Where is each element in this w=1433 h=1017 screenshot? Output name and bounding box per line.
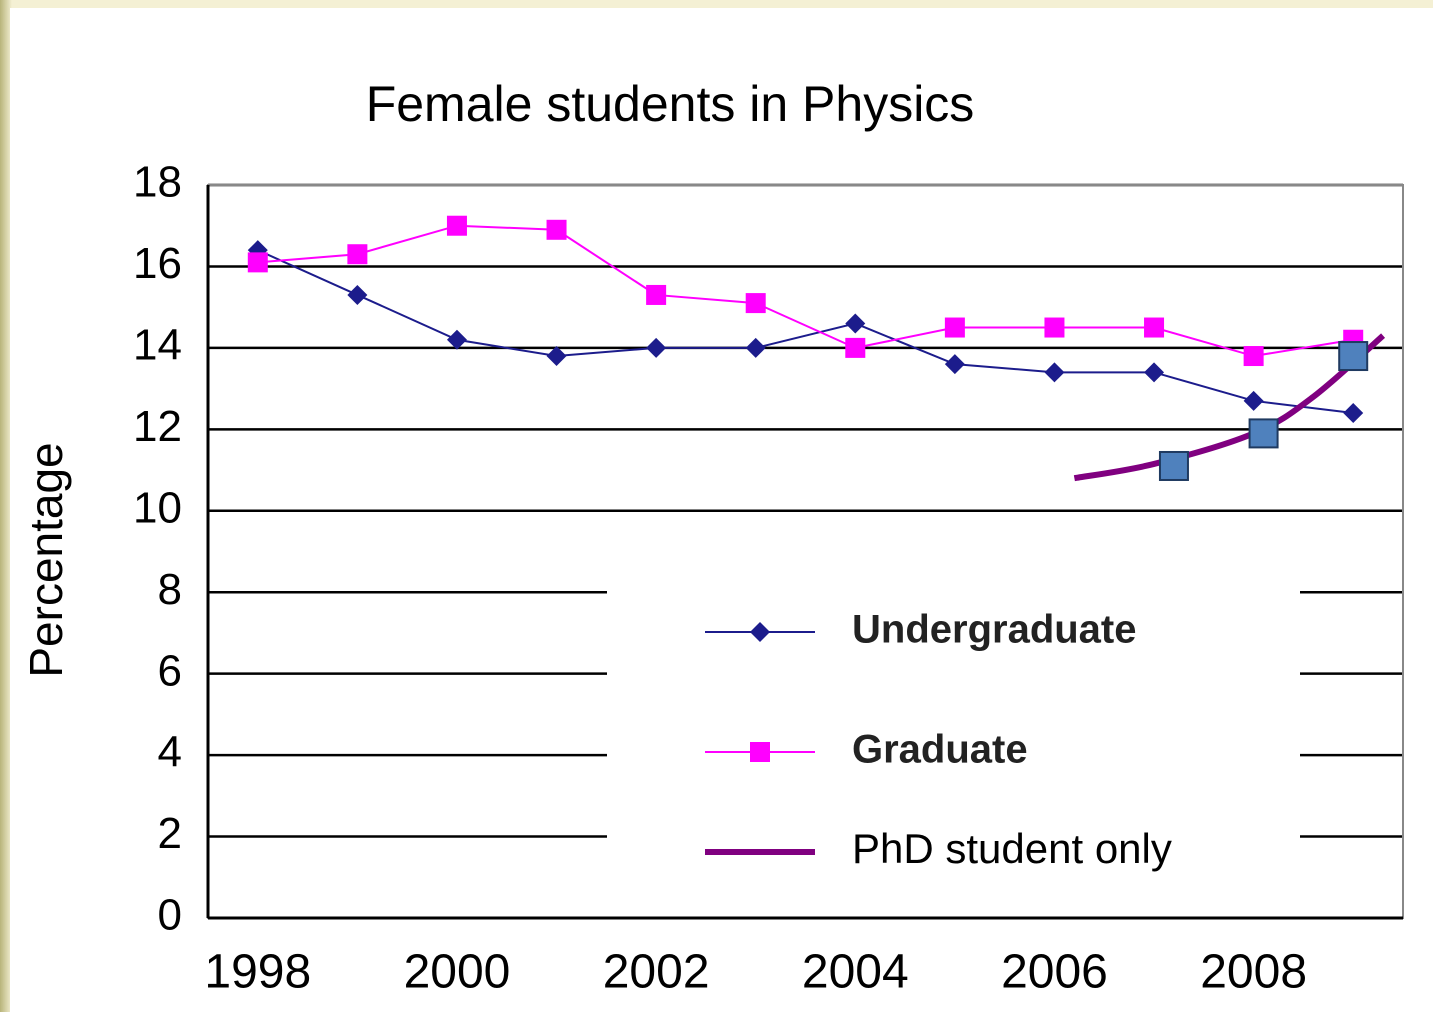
marker xyxy=(1243,390,1264,411)
marker xyxy=(247,252,268,273)
marker xyxy=(1338,341,1369,372)
marker xyxy=(1158,450,1189,481)
marker xyxy=(1343,403,1364,424)
x-tick-label: 2002 xyxy=(603,946,710,999)
y-tick-label: 0 xyxy=(158,891,182,940)
series-line xyxy=(257,249,1354,415)
x-tick-label: 2008 xyxy=(1200,946,1307,999)
marker xyxy=(446,329,467,350)
legend-box xyxy=(607,588,1300,884)
x-tick-label: 2004 xyxy=(802,946,909,999)
y-tick-label: 12 xyxy=(133,402,182,451)
y-tick-label: 6 xyxy=(158,646,182,695)
marker xyxy=(845,337,866,358)
edge xyxy=(0,0,12,1012)
marker xyxy=(546,219,567,240)
marker xyxy=(1243,346,1264,367)
legend-label: Undergraduate xyxy=(852,608,1137,652)
legend-label: PhD student only xyxy=(852,825,1172,872)
marker xyxy=(646,337,667,358)
marker xyxy=(750,742,770,762)
y-tick-label: 14 xyxy=(133,321,182,370)
y-tick-label: 10 xyxy=(133,483,182,532)
x-tick-label: 2006 xyxy=(1001,946,1108,999)
marker xyxy=(646,284,667,305)
plot: 0 2 4 6 8 10 12 14 16 18 1998 2000 2002 2004 2006 2008 U… xyxy=(133,158,1404,999)
marker xyxy=(546,346,567,367)
marker xyxy=(944,317,965,338)
y-tick-label: 4 xyxy=(158,728,182,777)
x-tick-label: 2000 xyxy=(404,946,511,999)
y-tick-label: 16 xyxy=(133,239,182,288)
legend-label: Graduate xyxy=(852,728,1028,772)
chart-title: Female students in Physics xyxy=(366,76,975,132)
marker xyxy=(1044,317,1065,338)
marker xyxy=(1144,317,1165,338)
marker xyxy=(1044,362,1065,383)
marker xyxy=(1248,418,1279,449)
marker xyxy=(347,284,368,305)
marker xyxy=(347,244,368,265)
series-line xyxy=(257,224,1354,358)
y-axis-label: Percentage xyxy=(20,442,72,677)
y-tick-label: 8 xyxy=(158,565,182,614)
marker xyxy=(845,313,866,334)
marker xyxy=(745,293,766,314)
marker xyxy=(745,337,766,358)
marker xyxy=(446,215,467,236)
y-tick-label: 2 xyxy=(158,809,182,858)
marker xyxy=(750,622,770,642)
legend: Undergraduate Graduate PhD student only xyxy=(607,588,1300,884)
y-tick-label: 18 xyxy=(133,158,182,207)
marker xyxy=(1144,362,1165,383)
marker xyxy=(944,354,965,375)
x-tick-label: 1998 xyxy=(204,946,311,999)
